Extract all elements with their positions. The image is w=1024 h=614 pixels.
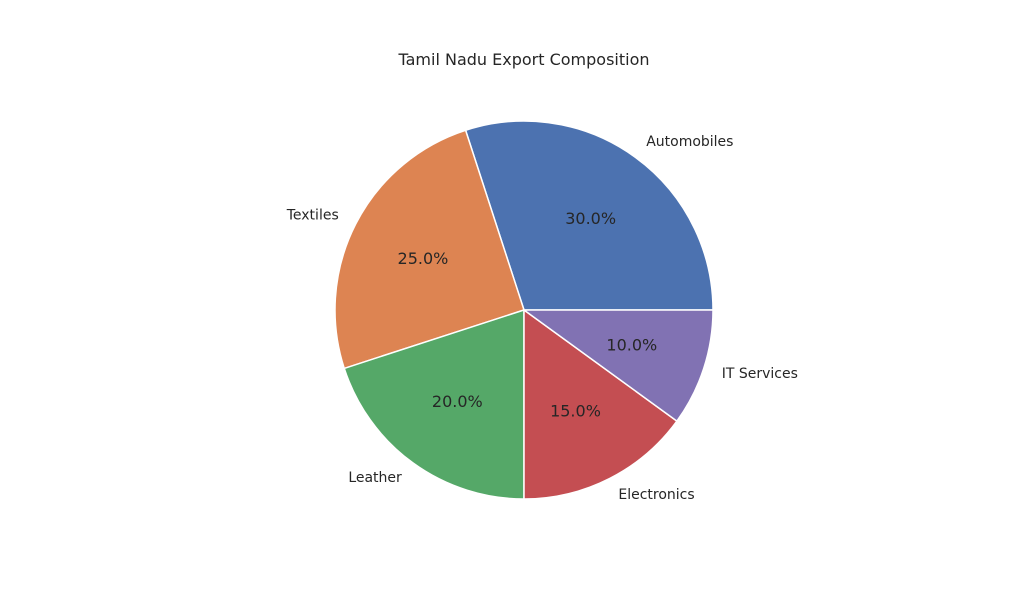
pie-slice-electronics bbox=[523, 309, 678, 500]
pie-labels: Automobiles 30.0% Textiles 25.0% Leather 20.0… bbox=[286, 134, 798, 503]
slice-label: IT Services bbox=[722, 366, 798, 382]
slice-percent-label: 15.0% bbox=[550, 402, 601, 421]
slice-percent-label: 30.0% bbox=[565, 209, 616, 228]
slice-percent-label: 25.0% bbox=[398, 249, 449, 268]
pie-slice-textiles bbox=[334, 129, 525, 370]
slice-label: Leather bbox=[348, 470, 402, 486]
pie-slice-it-services bbox=[523, 309, 714, 422]
pie-slices bbox=[334, 120, 714, 500]
chart-title: Tamil Nadu Export Composition bbox=[397, 50, 649, 69]
pie-slice-automobiles bbox=[464, 120, 714, 311]
slice-percent-label: 20.0% bbox=[432, 392, 483, 411]
slice-label: Textiles bbox=[286, 208, 339, 224]
slice-percent-label: 10.0% bbox=[606, 336, 657, 355]
slice-label: Electronics bbox=[618, 487, 694, 503]
pie-slice-leather bbox=[343, 309, 525, 500]
slice-label: Automobiles bbox=[646, 134, 733, 150]
